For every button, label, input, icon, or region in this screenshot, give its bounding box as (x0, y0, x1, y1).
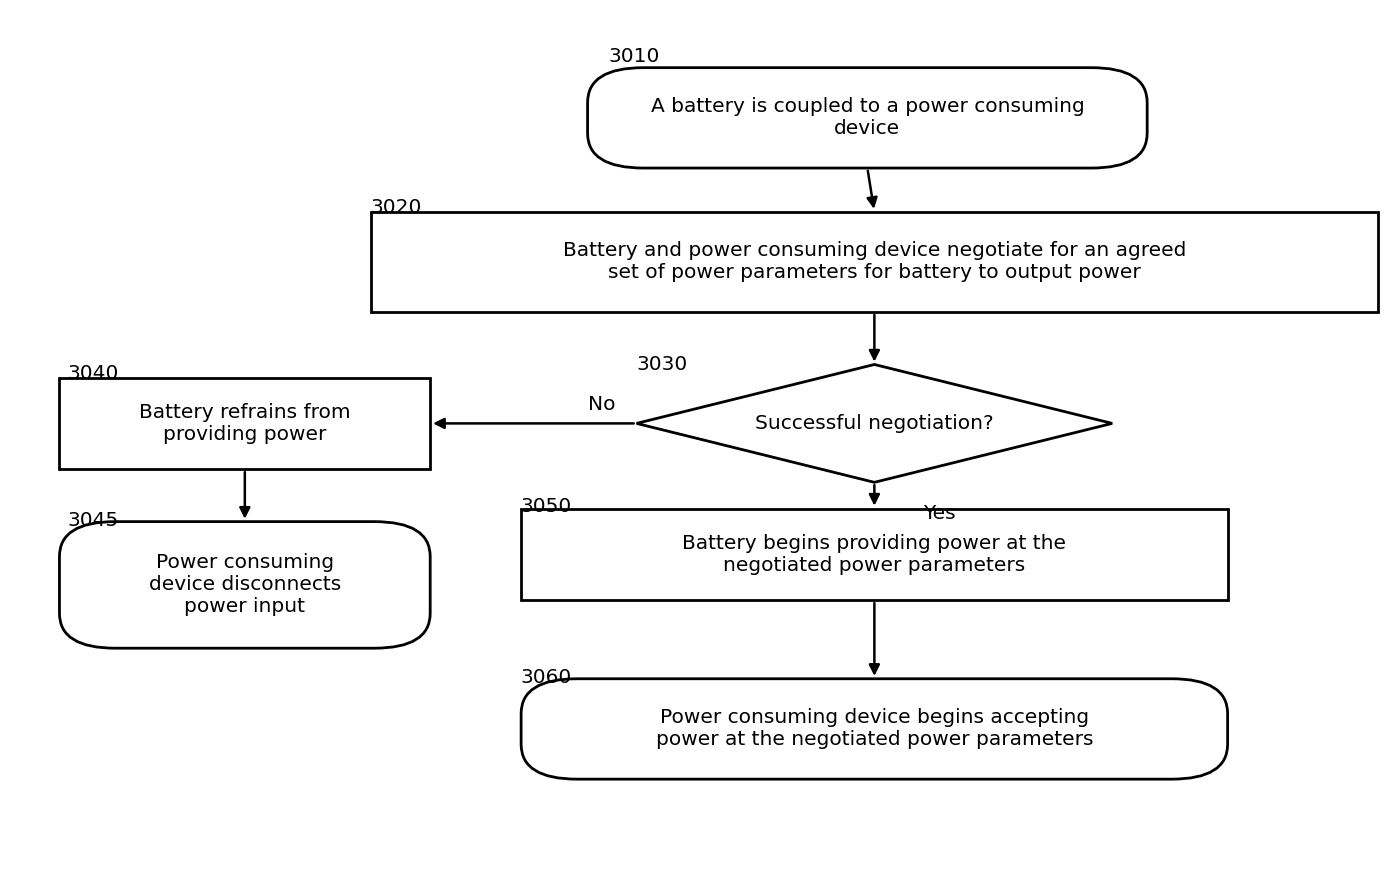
Text: Power consuming
device disconnects
power input: Power consuming device disconnects power… (148, 553, 341, 616)
Text: Yes: Yes (923, 505, 956, 523)
Text: 3030: 3030 (637, 354, 688, 374)
Text: 3045: 3045 (67, 511, 119, 530)
Text: Successful negotiation?: Successful negotiation? (755, 414, 993, 433)
Text: Power consuming device begins accepting
power at the negotiated power parameters: Power consuming device begins accepting … (656, 709, 1093, 749)
Text: 3060: 3060 (520, 668, 572, 687)
FancyBboxPatch shape (588, 68, 1147, 168)
Bar (59, 377, 431, 469)
Text: 3010: 3010 (609, 47, 660, 66)
Bar (520, 508, 1228, 601)
Text: 3020: 3020 (371, 198, 422, 217)
FancyBboxPatch shape (59, 521, 431, 648)
Text: No: No (588, 395, 616, 414)
Text: Battery begins providing power at the
negotiated power parameters: Battery begins providing power at the ne… (683, 534, 1066, 574)
FancyBboxPatch shape (520, 679, 1228, 779)
Polygon shape (637, 365, 1112, 482)
Text: 3040: 3040 (67, 364, 119, 383)
Text: Battery and power consuming device negotiate for an agreed
set of power paramete: Battery and power consuming device negot… (562, 242, 1186, 282)
Text: 3050: 3050 (520, 497, 572, 516)
Text: A battery is coupled to a power consuming
device: A battery is coupled to a power consumin… (651, 98, 1084, 138)
Text: Battery refrains from
providing power: Battery refrains from providing power (139, 403, 351, 443)
Bar (371, 212, 1378, 313)
